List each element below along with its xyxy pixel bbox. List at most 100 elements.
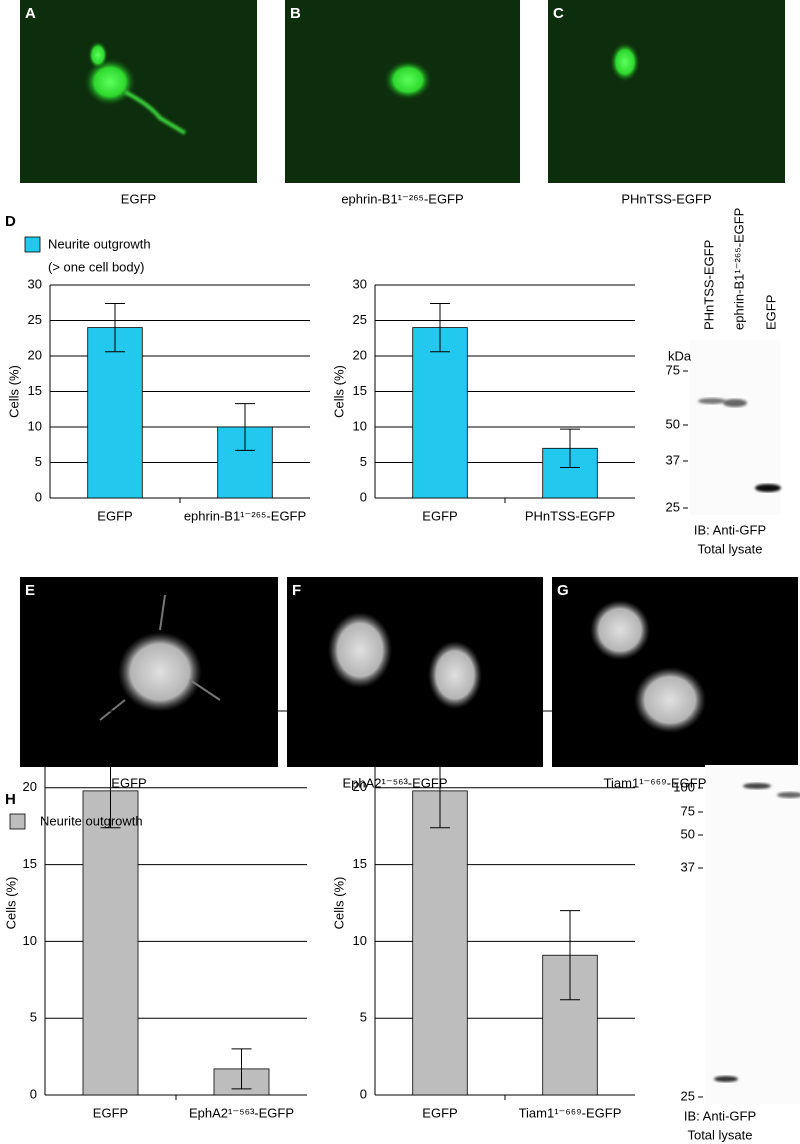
marker-label: 75 — [681, 803, 695, 818]
y-tick-label: 25 — [353, 312, 367, 327]
image-caption: PHnTSS-EGFP — [621, 191, 711, 206]
error-bar — [430, 302, 450, 353]
x-tick-label: Tiam1¹⁻⁶⁶⁹-EGFP — [519, 1105, 622, 1120]
unit-label: kDa — [668, 348, 692, 363]
y-tick-label: 5 — [360, 454, 367, 469]
y-tick-label: 15 — [353, 856, 367, 871]
marker-label: 75 — [666, 362, 680, 377]
marker-label: 50 — [681, 826, 695, 841]
x-tick-label: EGFP — [422, 1105, 457, 1120]
y-axis-label: Cells (%) — [331, 365, 346, 418]
marker-label: 50 — [666, 416, 680, 431]
x-tick-label: EphA2¹⁻⁵⁶³-EGFP — [189, 1105, 294, 1120]
x-tick-label: EGFP — [422, 508, 457, 523]
y-tick-label: 10 — [353, 933, 367, 948]
y-tick-label: 10 — [353, 418, 367, 433]
legend-swatch — [24, 236, 41, 253]
x-tick-label: ephrin-B1¹⁻²⁶⁵-EGFP — [184, 508, 306, 523]
panel-label: F — [292, 582, 301, 599]
micrograph-b — [285, 0, 520, 183]
panel-label: H — [5, 791, 16, 808]
error-bar — [560, 428, 580, 468]
micrograph-c — [548, 0, 785, 183]
y-tick-label: 25 — [28, 312, 42, 327]
image-caption: EphA2¹⁻⁵⁶³-EGFP — [342, 775, 447, 790]
blot-1 — [690, 340, 781, 515]
lane-label: Tiam1¹⁻⁶⁶⁹-EGFP — [753, 622, 768, 725]
y-tick-label: 0 — [30, 1086, 37, 1101]
micrograph-e — [20, 577, 278, 767]
y-tick-label: 5 — [30, 1010, 37, 1025]
bar — [412, 790, 468, 1096]
y-tick-label: 15 — [28, 383, 42, 398]
blot-footer: Total lysate — [697, 541, 762, 556]
panel-label: G — [557, 582, 569, 599]
marker-label: 37 — [681, 859, 695, 874]
x-tick-label: EGFP — [93, 1105, 128, 1120]
y-tick-label: 25 — [23, 702, 37, 717]
error-bar — [430, 753, 450, 829]
blot-2 — [705, 765, 800, 1105]
panel-label: C — [553, 5, 564, 22]
blot-footer: IB: Anti-GFP — [694, 522, 766, 537]
marker-label: 100 — [673, 779, 695, 794]
unit-label: kDa — [683, 738, 707, 753]
panel-label: B — [290, 5, 301, 22]
y-axis-label: Cells (%) — [3, 877, 18, 930]
y-tick-label: 25 — [353, 702, 367, 717]
lane-label: EGFP — [724, 690, 739, 725]
x-tick-label: EGFP — [97, 508, 132, 523]
image-caption: ephrin-B1¹⁻²⁶⁵-EGFP — [341, 191, 463, 206]
bar — [412, 327, 468, 499]
lane-label: EGFP — [763, 295, 778, 330]
micrograph-f — [287, 577, 543, 767]
blot-footer: IB: Anti-GFP — [684, 1108, 756, 1123]
image-caption: Tiam1¹⁻⁶⁶⁹-EGFP — [604, 775, 707, 790]
y-tick-label: 5 — [360, 1010, 367, 1025]
micrograph-a — [20, 0, 257, 183]
y-axis-label: Cells (%) — [6, 365, 21, 418]
error-bar — [231, 1048, 252, 1090]
y-tick-label: 5 — [35, 454, 42, 469]
marker-label: 25 — [666, 499, 680, 514]
y-tick-label: 0 — [360, 1086, 367, 1101]
y-axis-label: Cells (%) — [331, 877, 346, 930]
image-caption: EGFP — [111, 775, 146, 790]
bar — [82, 790, 139, 1096]
y-tick-label: 20 — [353, 347, 367, 362]
marker-label: 37 — [666, 452, 680, 467]
legend-label: (> one cell body) — [48, 259, 144, 274]
error-bar — [105, 302, 125, 353]
y-tick-label: 20 — [353, 779, 367, 794]
y-tick-label: 10 — [28, 418, 42, 433]
error-bar — [560, 910, 580, 1001]
legend-swatch — [9, 813, 26, 830]
y-tick-label: 10 — [23, 933, 37, 948]
micrograph-g — [552, 577, 798, 767]
legend-label: Neurite outgrowth — [48, 236, 151, 251]
y-tick-label: 20 — [28, 347, 42, 362]
lane-label: EphA2¹⁻⁵⁶³-EGFP — [783, 620, 798, 725]
image-caption: EGFP — [121, 191, 156, 206]
bar — [87, 327, 143, 499]
lane-label: ephrin-B1¹⁻²⁶⁵-EGFP — [731, 208, 746, 330]
panel-label: A — [25, 5, 36, 22]
y-tick-label: 15 — [353, 383, 367, 398]
panel-label: D — [5, 213, 16, 230]
blot-footer: Total lysate — [687, 1127, 752, 1142]
y-tick-label: 0 — [360, 489, 367, 504]
legend-label: Neurite outgrowth — [40, 813, 143, 828]
y-tick-label: 20 — [23, 779, 37, 794]
marker-label: 25 — [681, 1088, 695, 1103]
lane-label: PHnTSS-EGFP — [701, 240, 716, 330]
x-tick-label: PHnTSS-EGFP — [525, 508, 615, 523]
error-bar — [100, 753, 121, 829]
y-tick-label: 15 — [23, 856, 37, 871]
y-tick-label: 0 — [35, 489, 42, 504]
y-tick-label: 30 — [353, 276, 367, 291]
panel-label: E — [25, 582, 35, 599]
y-tick-label: 30 — [28, 276, 42, 291]
